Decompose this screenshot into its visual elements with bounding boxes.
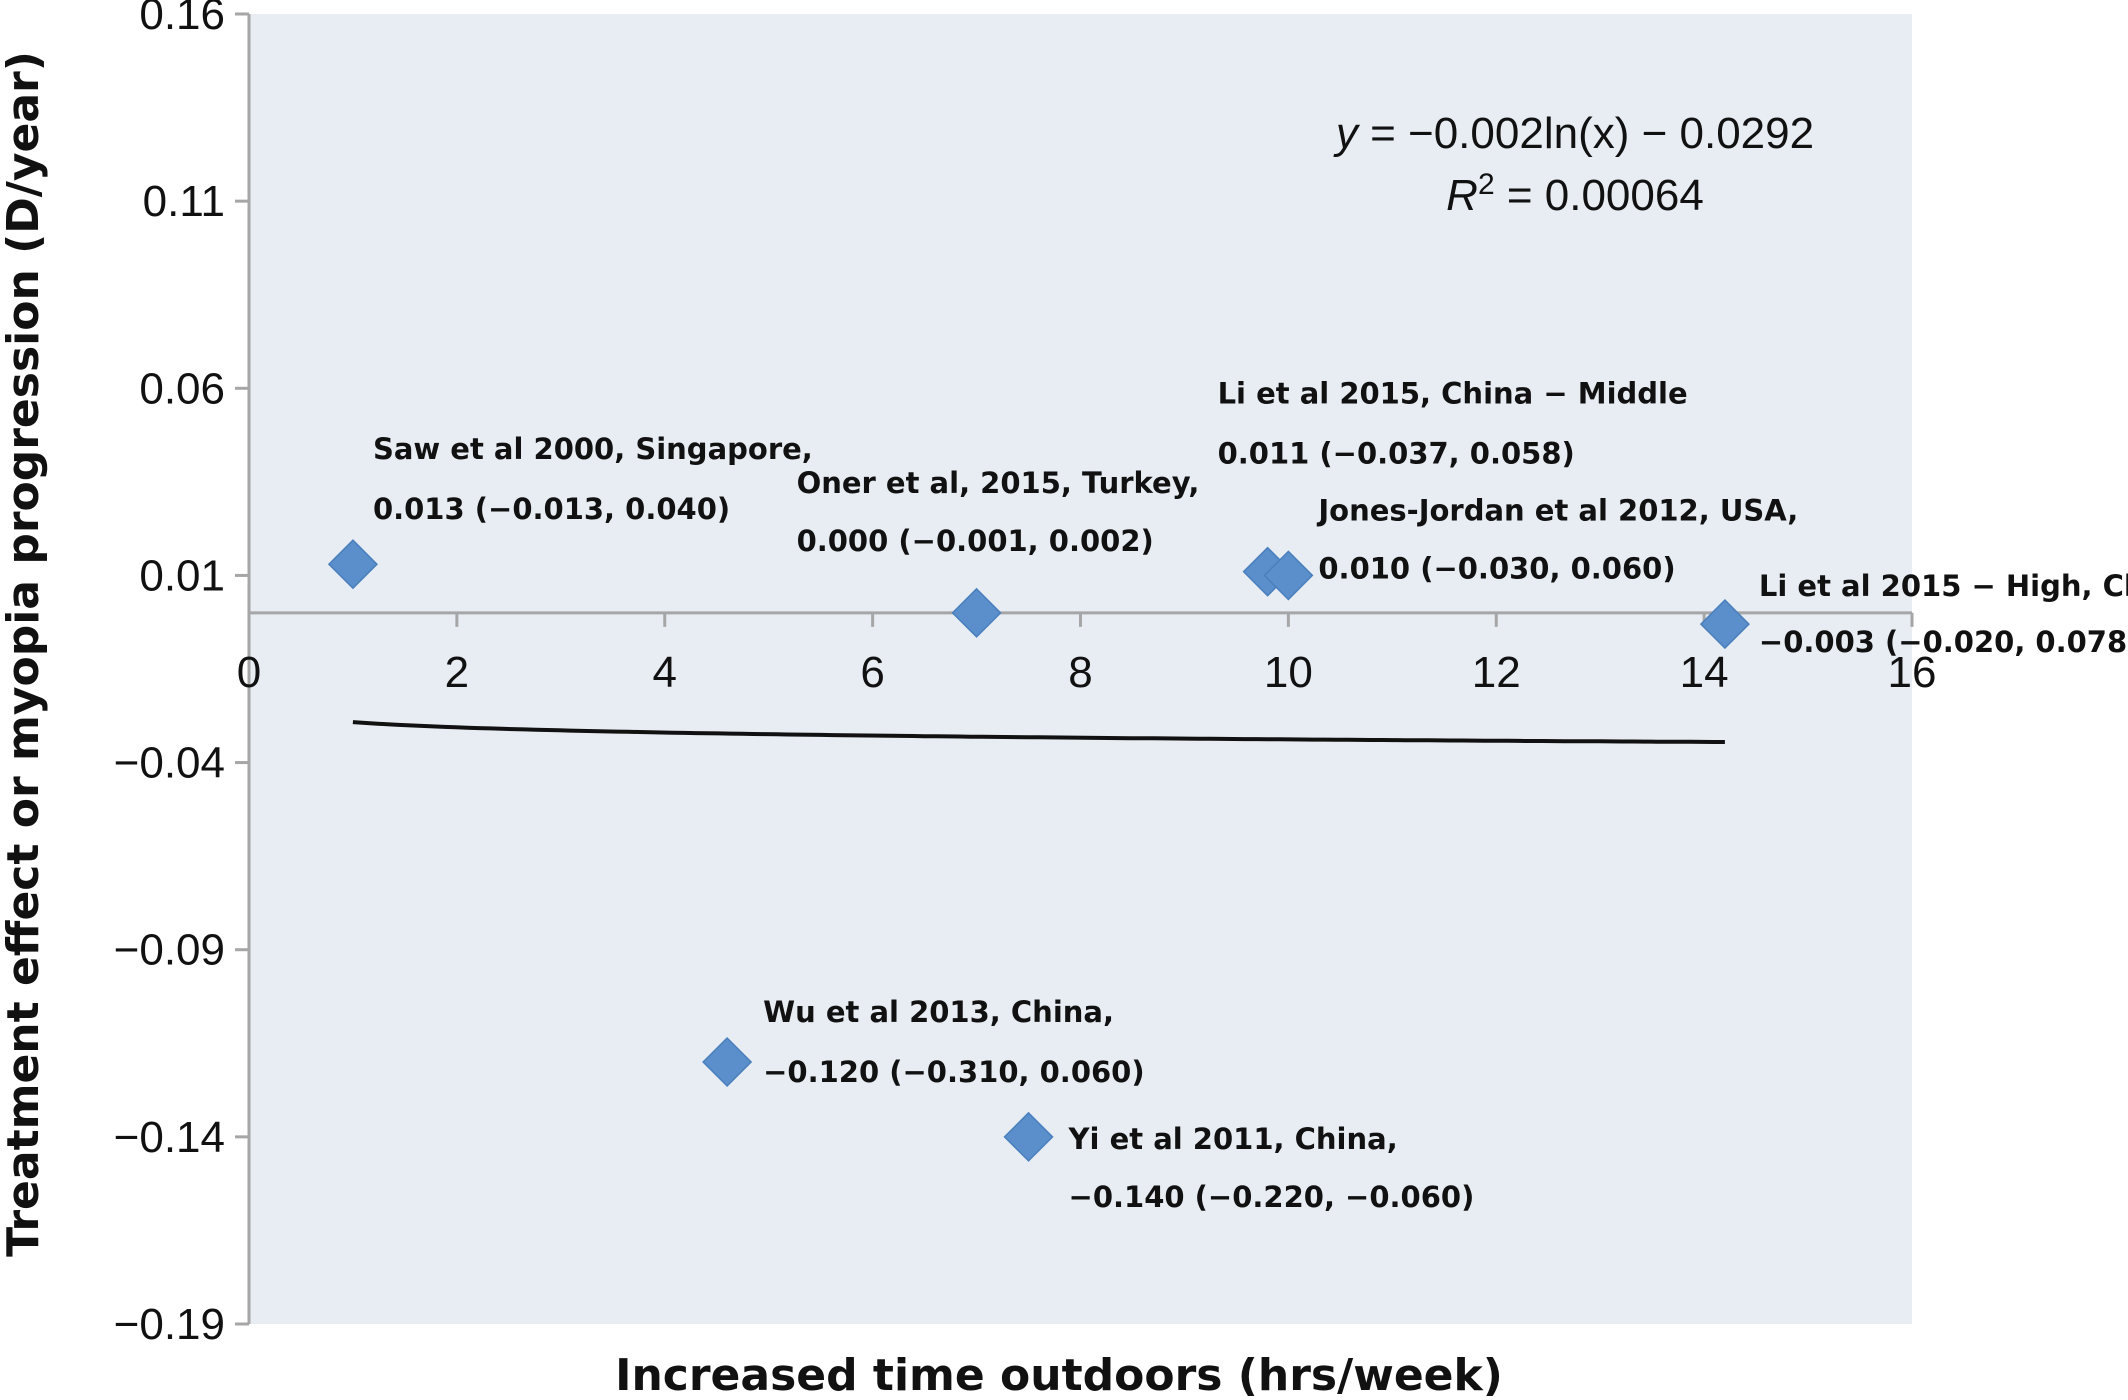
point-annotation-study: Oner et al, 2015, Turkey, — [797, 466, 1200, 500]
point-annotation-value: 0.010 (−0.030, 0.060) — [1318, 551, 1675, 585]
x-tick-label: 0 — [237, 648, 261, 697]
x-axis-title: Increased time outdoors (hrs/week) — [615, 1350, 1503, 1400]
x-tick-label: 12 — [1472, 648, 1521, 697]
data-point-marker — [1003, 1111, 1054, 1162]
point-annotation-value: 0.000 (−0.001, 0.002) — [797, 524, 1154, 558]
point-annotation-value: 0.013 (−0.013, 0.040) — [373, 492, 730, 526]
point-annotation-study: Saw et al 2000, Singapore, — [373, 432, 813, 466]
y-tick-label: 0.11 — [143, 177, 225, 226]
point-annotation-study: Wu et al 2013, China, — [763, 995, 1114, 1029]
point-annotation-study: Li et al 2015 − High, China, — [1759, 569, 2128, 603]
data-point-marker — [951, 587, 1002, 638]
x-tick-label: 6 — [860, 648, 884, 697]
x-tick-label: 14 — [1680, 648, 1729, 697]
data-point-marker — [1699, 599, 1750, 650]
y-tick-label: 0.06 — [139, 364, 225, 413]
trendline-group — [352, 720, 1725, 744]
y-tick-label: 0.01 — [139, 551, 225, 600]
data-point-marker — [1263, 550, 1314, 601]
axes — [235, 12, 1914, 1326]
data-point-marker — [702, 1036, 753, 1088]
y-tick-label: −0.09 — [114, 926, 225, 975]
point-annotations: Saw et al 2000, Singapore, 0.013 (−0.013,… — [373, 377, 2128, 1214]
x-tick-label: 16 — [1888, 648, 1937, 697]
x-tick-label: 8 — [1068, 648, 1092, 697]
trendline — [352, 720, 1725, 744]
y-tick-label: 0.16 — [139, 0, 225, 39]
point-annotation-study: Yi et al 2011, China, — [1068, 1122, 1398, 1156]
tick-labels: 0.16 0.11 0.06 0.01 −0.04 −0.09 −0.14 −0.19 0 2 4 6… — [114, 0, 1937, 1349]
point-annotation-study: Li et al 2015, China − Middle — [1218, 377, 1688, 411]
point-annotation-study: Jones-Jordan et al 2012, USA, — [1316, 493, 1798, 527]
r-squared-label: R2 = 0.00064 — [1446, 168, 1704, 220]
point-annotation-value: −0.003 (−0.020, 0.078) — [1759, 625, 2128, 659]
point-annotation-value: −0.120 (−0.310, 0.060) — [763, 1055, 1145, 1089]
y-tick-label: −0.19 — [114, 1300, 225, 1349]
data-points — [327, 539, 1750, 1162]
x-tick-label: 10 — [1264, 648, 1313, 697]
point-annotation-value: −0.140 (−0.220, −0.060) — [1069, 1180, 1475, 1214]
x-tick-label: 2 — [445, 648, 469, 697]
x-tick-label: 4 — [653, 648, 677, 697]
y-axis-title: Treatment effect or myopia progression (… — [0, 51, 49, 1257]
data-point-marker — [327, 539, 378, 590]
point-annotation-value: 0.011 (−0.037, 0.058) — [1218, 437, 1575, 471]
equation-label: y = −0.002ln(x) − 0.0292 — [1333, 109, 1814, 158]
y-tick-label: −0.04 — [114, 739, 225, 788]
y-tick-label: −0.14 — [114, 1113, 225, 1162]
plot-background — [249, 14, 1912, 1324]
